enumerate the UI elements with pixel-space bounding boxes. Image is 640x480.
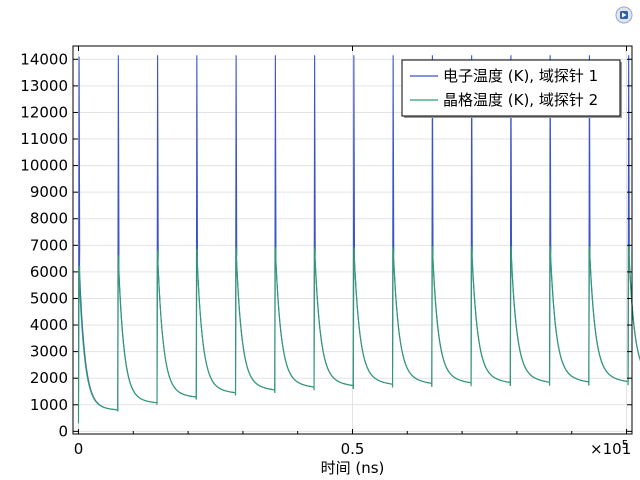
y-tick-label: 5000 xyxy=(30,289,68,307)
y-tick-label: 4000 xyxy=(30,316,68,334)
y-tick-label: 8000 xyxy=(30,210,68,228)
x-exponent-label: ×105 xyxy=(590,438,629,458)
y-tick-label: 6000 xyxy=(30,263,68,281)
y-tick-label: 12000 xyxy=(20,103,68,121)
y-tick-label: 0 xyxy=(58,422,68,440)
legend: 电子温度 (K), 域探针 1 晶格温度 (K), 域探针 2 xyxy=(401,59,622,118)
x-tick-label: 0 xyxy=(74,440,84,458)
y-tick-label: 9000 xyxy=(30,183,68,201)
legend-label: 晶格温度 (K), 域探针 2 xyxy=(443,91,598,109)
comsol-logo-icon[interactable] xyxy=(615,6,633,24)
series-line-2 xyxy=(77,246,640,424)
x-exponent-base: ×10 xyxy=(590,440,622,458)
x-exponent-power: 5 xyxy=(622,438,629,451)
grid-layer xyxy=(73,46,632,434)
x-tick-label: 0.5 xyxy=(341,440,365,458)
y-tick-label: 7000 xyxy=(30,236,68,254)
x-axis-label: 时间 (ns) xyxy=(321,459,385,477)
x-tick-label: 1 xyxy=(622,440,632,458)
series-layer xyxy=(77,55,640,424)
y-tick-label: 2000 xyxy=(30,369,68,387)
y-tick-label: 3000 xyxy=(30,343,68,361)
y-tick-label: 1000 xyxy=(30,396,68,414)
legend-box xyxy=(401,59,621,117)
y-tick-label: 14000 xyxy=(20,50,68,68)
legend-label: 电子温度 (K), 域探针 1 xyxy=(443,67,598,85)
y-tick-label: 13000 xyxy=(20,77,68,95)
y-tick-label: 10000 xyxy=(20,157,68,175)
y-tick-label: 11000 xyxy=(20,130,68,148)
tick-layer: 0100020003000400050006000700080009000100… xyxy=(20,46,632,458)
